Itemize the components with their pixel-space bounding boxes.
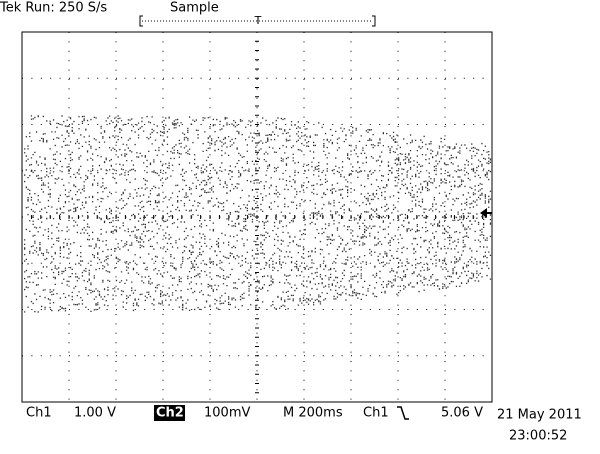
- trigger-source: Ch1: [363, 406, 389, 421]
- status: Tek Run: 250 S/s: [0, 1, 107, 16]
- falling-edge-icon: [397, 406, 409, 420]
- record-bracket: [139, 15, 376, 27]
- ch2-label: Ch2: [156, 406, 184, 421]
- trigger-level: 5.06 V: [441, 406, 483, 421]
- bracket-right: [372, 15, 376, 27]
- ch1-scale: 1.00 V: [74, 406, 116, 421]
- acquisition-mode: Sample: [170, 1, 219, 16]
- date: 21 May 2011: [497, 408, 582, 423]
- ch2-highlight: [154, 405, 185, 421]
- timebase: M 200ms: [283, 406, 343, 421]
- graticule: [21, 31, 493, 403]
- waveform: [24, 115, 492, 313]
- time: 23:00:52: [509, 429, 567, 444]
- ch2-scale: 100mV: [204, 406, 250, 421]
- bracket-left: [139, 15, 143, 27]
- ch1-label: Ch1: [26, 406, 52, 421]
- ground-marker: [480, 208, 492, 218]
- trigger-marker: T: [254, 14, 262, 27]
